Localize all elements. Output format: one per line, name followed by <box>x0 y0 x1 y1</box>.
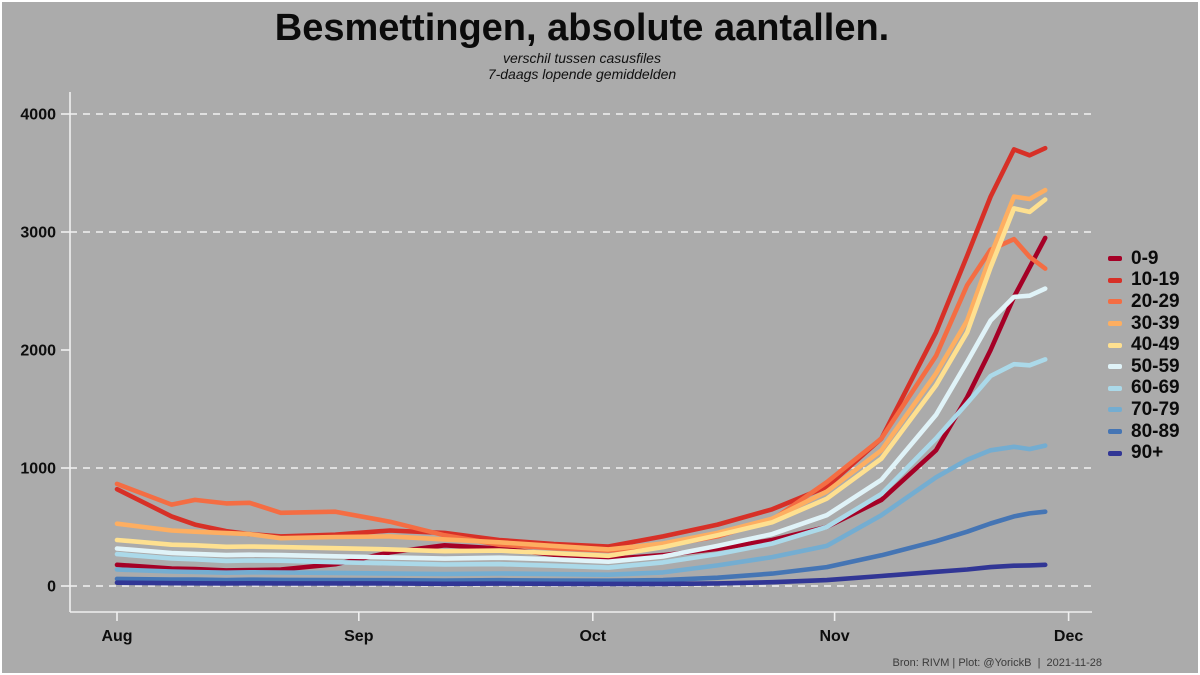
legend-label-90+: 90+ <box>1131 442 1164 464</box>
legend-swatch-10-19 <box>1108 277 1122 283</box>
legend-item-80-89: 80-89 <box>1108 421 1180 443</box>
series-line-30-39 <box>114 187 1048 552</box>
x-tick-label-Dec: Dec <box>1054 628 1083 645</box>
chart-subtitle-line2: 7-daags lopende gemiddelden <box>487 66 677 82</box>
series-line-80-89 <box>114 509 1048 583</box>
legend-label-10-19: 10-19 <box>1131 269 1180 291</box>
legend-item-20-29: 20-29 <box>1108 291 1180 313</box>
series-line-90+ <box>114 562 1048 587</box>
series-line-60-69 <box>114 357 1048 570</box>
y-tick-label-2000: 2000 <box>20 343 56 360</box>
series-line-70-79 <box>114 443 1048 577</box>
legend-swatch-30-39 <box>1108 321 1122 327</box>
legend-item-30-39: 30-39 <box>1108 313 1180 335</box>
y-tick-label-0: 0 <box>47 579 56 596</box>
x-tick-label-Aug: Aug <box>101 628 132 645</box>
legend-item-0-9: 0-9 <box>1108 248 1180 270</box>
y-tick-label-1000: 1000 <box>20 461 56 478</box>
legend-label-80-89: 80-89 <box>1131 420 1180 442</box>
credit-line: Bron: RIVM | Plot: @YorickB | 2021-11-28 <box>892 657 1102 669</box>
legend-label-40-49: 40-49 <box>1131 334 1180 356</box>
legend-item-70-79: 70-79 <box>1108 399 1180 421</box>
series-line-40-49 <box>114 197 1048 559</box>
page-title: Besmettingen, absolute aantallen. <box>274 7 890 49</box>
legend-label-60-69: 60-69 <box>1131 377 1180 399</box>
series-line-50-59 <box>114 286 1048 564</box>
y-tick-label-3000: 3000 <box>20 225 56 242</box>
legend-label-0-9: 0-9 <box>1131 247 1159 269</box>
legend-item-50-59: 50-59 <box>1108 356 1180 378</box>
legend-swatch-20-29 <box>1108 299 1122 305</box>
series-line-10-19 <box>114 145 1048 549</box>
legend-swatch-60-69 <box>1108 385 1122 391</box>
legend-swatch-0-9 <box>1108 256 1122 262</box>
legend-item-60-69: 60-69 <box>1108 377 1180 400</box>
legend-item-90+: 90+ <box>1108 442 1180 464</box>
legend-swatch-50-59 <box>1108 364 1122 370</box>
legend-swatch-70-79 <box>1108 407 1122 413</box>
legend-swatch-90+ <box>1108 450 1122 456</box>
legend-swatch-80-89 <box>1108 429 1122 435</box>
legend-swatch-40-49 <box>1108 342 1122 348</box>
legend-item-40-49: 40-49 <box>1108 334 1180 356</box>
x-tick-label-Sep: Sep <box>344 628 374 645</box>
legend-label-20-29: 20-29 <box>1131 290 1180 312</box>
legend-item-10-19: 10-19 <box>1108 269 1180 292</box>
legend-label-70-79: 70-79 <box>1131 398 1180 420</box>
y-tick-label-4000: 4000 <box>20 107 56 124</box>
chart-legend: 0-9 10-19 20-29 30-39 40-49 50-59 60-69 70-79 80… <box>1108 248 1180 464</box>
x-tick-label-Nov: Nov <box>819 628 849 645</box>
legend-label-30-39: 30-39 <box>1131 312 1180 334</box>
chart-subtitle-line1: verschil tussen casusfiles <box>503 50 661 66</box>
x-tick-label-Oct: Oct <box>579 628 606 645</box>
legend-label-50-59: 50-59 <box>1131 355 1180 377</box>
